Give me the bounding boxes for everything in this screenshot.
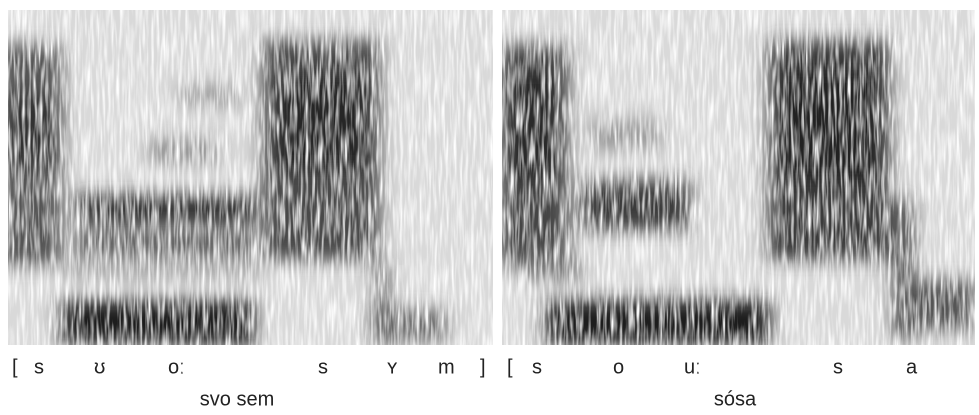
spectrogram <box>502 10 975 345</box>
segment-label: s <box>833 356 843 378</box>
segment-label: ʊ <box>94 356 105 378</box>
segment-label: a <box>906 356 918 378</box>
segment-label: uː <box>684 356 701 378</box>
segment-label: ] <box>480 356 486 378</box>
segment-label: s <box>318 356 328 378</box>
caption: svo sem <box>200 388 274 410</box>
segment-label: [ <box>12 356 18 378</box>
segment-label: o <box>613 356 624 378</box>
segment-label: oː <box>168 356 185 378</box>
segment-label: s <box>532 356 542 378</box>
caption: sósa <box>714 388 757 410</box>
segment-label: ʏ <box>387 356 398 378</box>
segment-label: [ <box>507 356 513 378</box>
segment-label: s <box>34 356 44 378</box>
spectrogram <box>8 10 493 345</box>
segment-label: m <box>438 356 455 378</box>
